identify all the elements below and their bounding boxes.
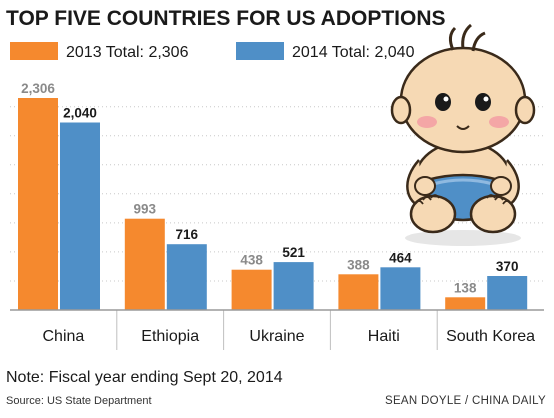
category-label-south-korea: South Korea bbox=[446, 328, 535, 345]
value-label-2014-ukraine: 521 bbox=[282, 245, 305, 260]
legend-swatch-2013 bbox=[10, 42, 58, 60]
value-label-2013-south-korea: 138 bbox=[454, 280, 477, 295]
legend: 2013 Total: 2,306 2014 Total: 2,040 bbox=[10, 42, 415, 61]
category-label-ethiopia: Ethiopia bbox=[141, 328, 199, 345]
category-label-china: China bbox=[42, 328, 84, 345]
bar-2014-china bbox=[60, 122, 100, 310]
value-label-2013-ethiopia: 993 bbox=[134, 202, 157, 217]
bars bbox=[18, 98, 528, 310]
chart-title: TOP FIVE COUNTRIES FOR US ADOPTIONS bbox=[6, 7, 446, 30]
value-label-2014-ethiopia: 716 bbox=[176, 227, 199, 242]
bar-2013-china bbox=[18, 98, 58, 310]
value-label-2013-haiti: 388 bbox=[347, 257, 370, 272]
value-label-2014-haiti: 464 bbox=[389, 250, 412, 265]
value-label-2013-china: 2,306 bbox=[21, 81, 55, 96]
bar-2013-haiti bbox=[338, 274, 379, 310]
value-labels: 2,306 2,040 993 716 438 521 388 464 138 370 bbox=[21, 81, 518, 295]
bar-2013-ethiopia bbox=[124, 218, 165, 310]
legend-label-2014: 2014 Total: 2,040 bbox=[292, 44, 415, 61]
legend-swatch-2014 bbox=[236, 42, 284, 60]
value-label-2014-china: 2,040 bbox=[63, 106, 97, 121]
bar-2013-south-korea bbox=[445, 297, 486, 310]
value-label-2013-ukraine: 438 bbox=[240, 253, 263, 268]
bar-2014-south-korea bbox=[487, 276, 528, 310]
value-label-2014-south-korea: 370 bbox=[496, 259, 519, 274]
bar-2013-ukraine bbox=[231, 269, 272, 310]
source: Source: US State Department bbox=[6, 395, 152, 407]
bar-2014-haiti bbox=[380, 267, 421, 310]
category-label-ukraine: Ukraine bbox=[249, 328, 304, 345]
baby-illustration bbox=[390, 23, 536, 246]
footnote: Note: Fiscal year ending Sept 20, 2014 bbox=[6, 369, 283, 386]
bar-2014-ethiopia bbox=[166, 244, 207, 310]
bar-2014-ukraine bbox=[273, 262, 314, 310]
credit: SEAN DOYLE / CHINA DAILY bbox=[385, 395, 546, 407]
category-labels: China Ethiopia Ukraine Haiti South Korea bbox=[10, 309, 544, 350]
legend-label-2013: 2013 Total: 2,306 bbox=[66, 44, 189, 61]
category-label-haiti: Haiti bbox=[368, 328, 400, 345]
